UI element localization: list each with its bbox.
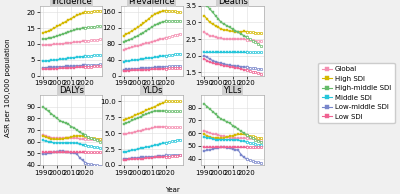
Text: ASR per 100,000 population: ASR per 100,000 population [5, 38, 11, 137]
Legend: Global, High SDI, High-middle SDI, Middle SDI, Low-middle SDI, Low SDI: Global, High SDI, High-middle SDI, Middl… [318, 63, 394, 123]
Title: YLLs: YLLs [223, 86, 242, 95]
Title: Deaths: Deaths [218, 0, 248, 6]
Text: Year: Year [165, 187, 179, 193]
Title: Prevalence: Prevalence [129, 0, 175, 6]
Title: Incidence: Incidence [51, 0, 92, 6]
Title: DALYs: DALYs [59, 86, 84, 95]
Title: YLDs: YLDs [142, 86, 162, 95]
